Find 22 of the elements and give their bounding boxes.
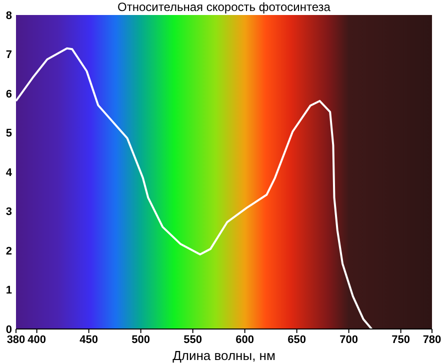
x-tick-label: 450 bbox=[80, 334, 98, 346]
x-tick-label: 750 bbox=[392, 334, 410, 346]
chart-title: Относительная скорость фотосинтеза bbox=[116, 0, 332, 14]
line-series bbox=[16, 47, 373, 329]
x-tick-label: 780 bbox=[422, 334, 441, 346]
x-tick-label: 380 bbox=[6, 334, 26, 346]
y-tick-label: 2 bbox=[6, 245, 12, 258]
y-tick-label: 3 bbox=[6, 206, 12, 218]
x-tick-label: 700 bbox=[340, 334, 358, 346]
y-tick-label: 1 bbox=[6, 284, 12, 297]
y-tick-label: 7 bbox=[6, 49, 12, 62]
y-tick-label: 8 bbox=[6, 10, 12, 22]
x-axis-title: Длина волны, нм bbox=[172, 348, 276, 363]
y-tick-label: 0 bbox=[6, 324, 12, 336]
x-tick-label: 650 bbox=[288, 334, 306, 346]
x-tick-label: 550 bbox=[184, 334, 202, 346]
y-tick-label: 5 bbox=[6, 128, 12, 140]
y-tick-label: 6 bbox=[6, 88, 12, 100]
x-tick-label: 500 bbox=[132, 334, 150, 346]
x-tick-label: 600 bbox=[236, 334, 254, 346]
x-tick-label: 400 bbox=[28, 334, 46, 346]
y-tick-label: 4 bbox=[6, 166, 13, 179]
